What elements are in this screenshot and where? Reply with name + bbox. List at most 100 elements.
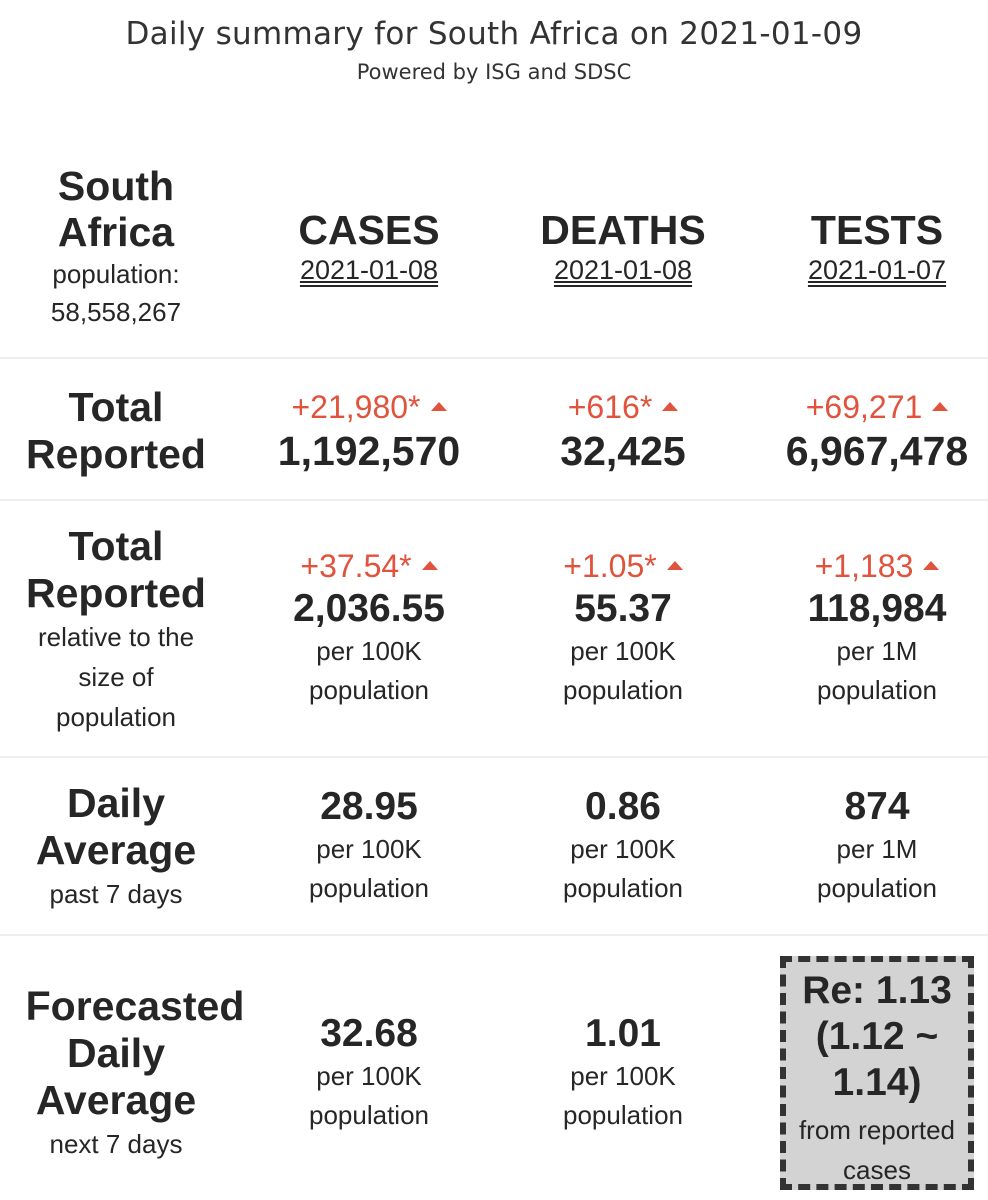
cases-relative-cell: +37.54* 2,036.55 per 100K population — [243, 546, 495, 710]
column-date: 2021-01-07 — [807, 255, 947, 285]
relative-value: 2,036.55 — [293, 587, 445, 630]
total-value: 32,425 — [560, 428, 686, 474]
deaths-daily-average-cell: 0.86 per 100K population — [497, 784, 749, 908]
triangle-up-icon — [923, 561, 940, 571]
column-title: DEATHS — [540, 207, 706, 253]
country-name-line1: South — [57, 163, 175, 209]
row-divider — [0, 934, 988, 936]
triangle-up-icon — [662, 402, 679, 412]
total-value: 1,192,570 — [277, 428, 461, 474]
row-label-line: Total — [68, 523, 164, 569]
column-header-deaths: DEATHS 2021-01-08 — [497, 207, 749, 287]
unit-line: population — [563, 1100, 683, 1130]
population-label: population: — [52, 259, 180, 289]
re-source-line: from reported — [798, 1115, 956, 1145]
row-divider — [0, 756, 988, 758]
triangle-up-icon — [430, 402, 447, 412]
relative-value: 118,984 — [807, 587, 947, 630]
row-label-relative: Total Reported relative to the size of p… — [0, 523, 232, 737]
unit-line: population — [817, 675, 937, 705]
cases-total-cell: +21,980* 1,192,570 — [243, 387, 495, 475]
re-range-line: (1.12 ~ — [815, 1015, 939, 1058]
delta-row: +1,183 — [751, 546, 988, 586]
tests-daily-average-cell: 874 per 1M population — [751, 784, 988, 908]
column-date: 2021-01-08 — [553, 255, 693, 285]
re-source-line: cases — [843, 1155, 911, 1185]
delta-value: +69,271 — [805, 389, 923, 425]
unit-line: population — [309, 675, 429, 705]
tests-total-cell: +69,271 6,967,478 — [751, 387, 988, 475]
re-estimate-box: Re: 1.13 (1.12 ~ 1.14) from reported cas… — [780, 956, 974, 1190]
row-label-line: Reported — [26, 570, 206, 616]
row-sublabel: relative to the — [37, 622, 195, 652]
column-header-tests: TESTS 2021-01-07 — [751, 207, 988, 287]
relative-value: 55.37 — [574, 587, 672, 630]
average-value: 0.86 — [585, 785, 661, 828]
unit-line: per 100K — [316, 834, 422, 864]
row-label-line: Daily — [67, 1030, 165, 1076]
deaths-forecast-cell: 1.01 per 100K population — [497, 1011, 749, 1135]
deaths-relative-cell: +1.05* 55.37 per 100K population — [497, 546, 749, 710]
row-label-line: Total — [68, 384, 164, 430]
row-label-line: Daily — [67, 780, 165, 826]
row-sublabel: population — [56, 702, 176, 732]
average-value: 874 — [844, 785, 910, 828]
delta-value: +1,183 — [814, 548, 914, 584]
re-range-line: 1.14) — [832, 1061, 922, 1104]
triangle-up-icon — [666, 561, 683, 571]
delta-value: +37.54* — [300, 548, 412, 584]
total-value: 6,967,478 — [785, 428, 969, 474]
average-value: 28.95 — [320, 785, 418, 828]
unit-line: per 1M — [836, 834, 918, 864]
country-name-line2: Africa — [57, 209, 175, 255]
unit-line: per 100K — [570, 1061, 676, 1091]
country-header: South Africa population: 58,558,267 — [0, 163, 232, 331]
row-label-forecast: Forecasted Daily Average next 7 days — [0, 983, 270, 1164]
column-title: TESTS — [810, 207, 944, 253]
cases-daily-average-cell: 28.95 per 100K population — [243, 784, 495, 908]
row-label-line: Average — [35, 1077, 197, 1123]
deaths-total-cell: +616* 32,425 — [497, 387, 749, 475]
re-value-line: Re: 1.13 — [802, 969, 952, 1012]
column-header-cases: CASES 2021-01-08 — [243, 207, 495, 287]
forecast-value: 1.01 — [585, 1012, 661, 1055]
triangle-up-icon — [421, 561, 438, 571]
row-sublabel: size of — [78, 662, 154, 692]
delta-row: +69,271 — [751, 387, 988, 427]
delta-value: +1.05* — [563, 548, 657, 584]
page-subtitle: Powered by ISG and SDSC — [356, 60, 632, 84]
delta-row: +616* — [497, 387, 749, 427]
column-date: 2021-01-08 — [299, 255, 439, 285]
unit-line: per 1M — [836, 636, 918, 666]
population-value: 58,558,267 — [50, 297, 182, 327]
page-title: Daily summary for South Africa on 2021-0… — [125, 16, 863, 52]
unit-line: population — [563, 675, 683, 705]
tests-relative-cell: +1,183 118,984 per 1M population — [751, 546, 988, 710]
unit-line: population — [817, 873, 937, 903]
cases-forecast-cell: 32.68 per 100K population — [243, 1011, 495, 1135]
row-divider — [0, 499, 988, 501]
delta-row: +37.54* — [243, 546, 495, 586]
unit-line: population — [309, 1100, 429, 1130]
row-divider — [0, 357, 988, 359]
unit-line: population — [563, 873, 683, 903]
row-label-line: Average — [35, 827, 197, 873]
delta-row: +21,980* — [243, 387, 495, 427]
row-label-daily-average: Daily Average past 7 days — [0, 780, 232, 914]
row-sublabel: next 7 days — [49, 1129, 183, 1159]
forecast-value: 32.68 — [320, 1012, 418, 1055]
row-label-line: Forecasted — [25, 983, 245, 1029]
delta-row: +1.05* — [497, 546, 749, 586]
unit-line: per 100K — [316, 636, 422, 666]
row-label-total-reported: Total Reported — [0, 384, 232, 478]
unit-line: per 100K — [570, 834, 676, 864]
row-sublabel: past 7 days — [49, 879, 183, 909]
unit-line: per 100K — [570, 636, 676, 666]
column-title: CASES — [298, 207, 440, 253]
unit-line: population — [309, 873, 429, 903]
delta-value: +21,980* — [291, 389, 421, 425]
unit-line: per 100K — [316, 1061, 422, 1091]
delta-value: +616* — [567, 389, 653, 425]
triangle-up-icon — [932, 402, 949, 412]
row-label-line: Reported — [26, 431, 206, 477]
